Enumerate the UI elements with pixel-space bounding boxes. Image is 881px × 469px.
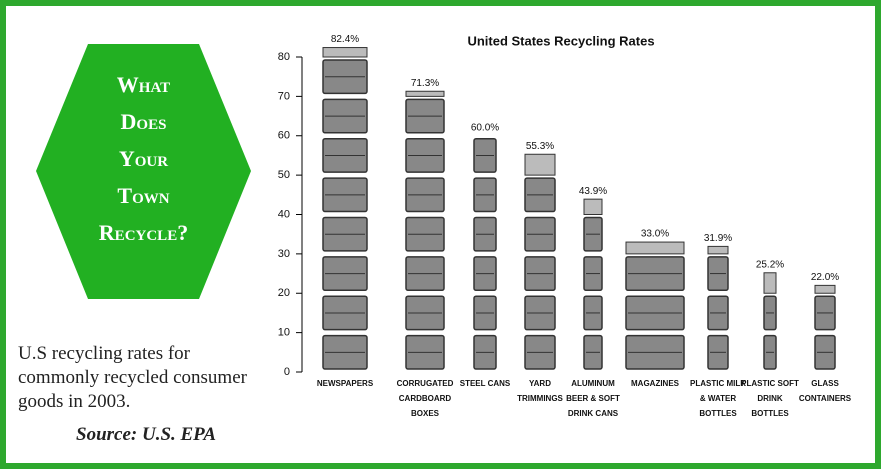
- y-tick-label: 40: [278, 208, 290, 220]
- x-tick-label: MAGAZINES: [624, 376, 686, 391]
- icon-partial: [764, 273, 776, 293]
- y-tick-label: 80: [278, 51, 290, 63]
- x-tick-label: CORRUGATED CARDBOARD BOXES: [394, 376, 456, 421]
- y-tick-label: 50: [278, 169, 290, 181]
- x-tick-label: STEEL CANS: [454, 376, 516, 391]
- value-label: 82.4%: [331, 34, 359, 45]
- icon-partial: [626, 242, 684, 254]
- y-tick-label: 70: [278, 90, 290, 102]
- y-tick-label: 60: [278, 130, 290, 142]
- bar: [323, 48, 367, 369]
- x-tick-label: NEWSPAPERS: [314, 376, 376, 391]
- x-tick-label-box: NEWSPAPERS: [314, 376, 376, 446]
- value-label: 31.9%: [704, 233, 732, 244]
- bar: [708, 246, 728, 369]
- chart: United States Recycling Rates 0 10 20 30 40 5…: [6, 6, 875, 463]
- bar: [406, 91, 444, 369]
- y-tick-label: 30: [278, 248, 290, 260]
- x-tick-label-box: CORRUGATED CARDBOARD BOXES: [394, 376, 456, 446]
- x-tick-label: ALUMINUM BEER & SOFT DRINK CANS: [562, 376, 624, 421]
- value-label: 55.3%: [526, 141, 554, 152]
- icon-partial: [815, 285, 835, 293]
- x-tick-label: GLASS CONTAINERS: [794, 376, 856, 406]
- icon-partial: [525, 154, 555, 175]
- x-tick-label-box: STEEL CANS: [454, 376, 516, 446]
- value-label: 25.2%: [756, 259, 784, 270]
- icon-partial: [708, 246, 728, 253]
- bar: [764, 273, 776, 369]
- bar: [474, 139, 496, 369]
- icon-partial: [584, 199, 602, 214]
- icon-partial: [406, 91, 444, 96]
- y-tick-label: 0: [284, 366, 290, 378]
- x-tick-label-box: PLASTIC SOFT DRINK BOTTLES: [739, 376, 801, 446]
- value-label: 22.0%: [811, 272, 839, 283]
- x-tick-label-box: GLASS CONTAINERS: [794, 376, 856, 446]
- panel: What Does Your Town Recycle? U.S recycli…: [0, 0, 881, 469]
- x-tick-label-box: MAGAZINES: [624, 376, 686, 446]
- bar: [525, 154, 555, 369]
- x-tick-label: PLASTIC SOFT DRINK BOTTLES: [739, 376, 801, 421]
- value-label: 43.9%: [579, 186, 607, 197]
- bar: [626, 242, 684, 369]
- bar: [584, 199, 602, 369]
- chart-title: United States Recycling Rates: [467, 33, 654, 48]
- value-label: 71.3%: [411, 78, 439, 89]
- y-tick-label: 10: [278, 327, 290, 339]
- y-tick-label: 20: [278, 287, 290, 299]
- icon-partial: [323, 48, 367, 57]
- x-tick-label-box: ALUMINUM BEER & SOFT DRINK CANS: [562, 376, 624, 446]
- value-label: 33.0%: [641, 229, 669, 240]
- value-label: 60.0%: [471, 122, 499, 133]
- bar: [815, 285, 835, 369]
